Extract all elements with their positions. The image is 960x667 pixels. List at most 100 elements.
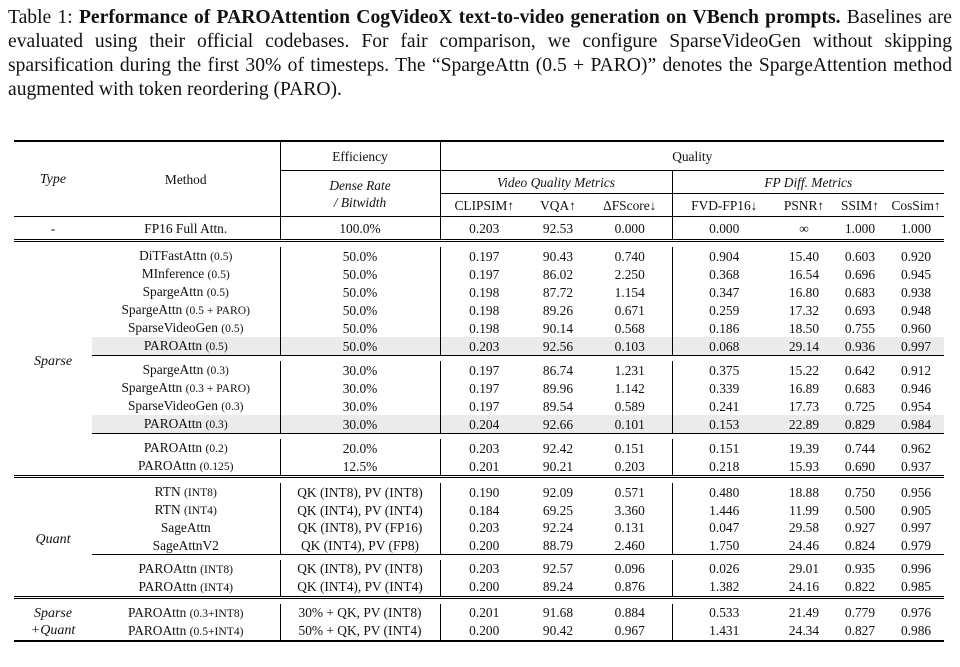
fvd-cell: 0.480 — [671, 483, 776, 501]
psnr-cell: 22.89 — [776, 415, 832, 434]
table-row: PAROAttn (INT8) QK (INT8), PV (INT8) 0.203… — [14, 559, 944, 578]
ssim-cell: 0.827 — [844, 623, 876, 639]
table-row: SageAttn QK (INT8), PV (FP16) 0.203 92.24 0.… — [14, 519, 944, 537]
psnr-cell: 16.54 — [788, 266, 820, 282]
vqa-cell: 89.24 — [542, 579, 574, 595]
psnr-cell: 29.58 — [788, 520, 820, 536]
header-efficiency: Efficiency — [279, 141, 440, 171]
cossim-cell: 0.956 — [900, 484, 932, 500]
dfscore-cell: 1.154 — [614, 284, 645, 300]
header-clipsim: CLIPSIM↑ — [439, 193, 528, 217]
method-cell: PAROAttn (INT4) — [92, 578, 280, 598]
method-name: PAROAttn — [143, 440, 203, 455]
header-bitwidth-line2: / Bitwidth — [333, 194, 387, 210]
method-cell: SageAttn — [92, 519, 280, 536]
header-dense-rate: Dense Rate / Bitwidth — [279, 170, 440, 217]
clipsim-cell: 0.198 — [439, 283, 528, 301]
method-cell: PAROAttn (0.3+INT8) — [92, 604, 280, 622]
psnr-cell: 15.93 — [788, 458, 820, 474]
quant-section: Quant RTN (INT8) QK (INT8), PV (INT8) 0.190… — [14, 476, 945, 598]
method-cell: PAROAttn (0.3) — [92, 415, 280, 434]
clipsim-cell: 0.200 — [439, 621, 528, 641]
cossim-cell: 0.996 — [900, 561, 932, 577]
cossim-cell: 0.997 — [900, 520, 932, 536]
efficiency-cell: 30.0% — [279, 379, 440, 397]
table-row: SpargeAttn (0.3) 30.0% 0.197 86.74 1.231 0.37… — [14, 361, 944, 379]
method-name: MInference — [141, 266, 205, 281]
table-row: PAROAttn (0.2) 20.0% 0.203 92.42 0.151 0.151 1… — [14, 439, 944, 457]
clipsim-cell: 0.197 — [439, 247, 528, 265]
method-name: DiTFastAttn — [139, 248, 207, 263]
vqa-cell: 89.26 — [542, 302, 574, 318]
clipsim-cell: 0.190 — [439, 483, 528, 501]
vqa-cell: 89.54 — [542, 398, 574, 414]
fvd-cell: 1.382 — [671, 577, 776, 598]
ssim-cell: 0.829 — [832, 415, 888, 434]
cossim-cell: 0.948 — [900, 302, 932, 318]
cossim-cell: 0.997 — [888, 337, 945, 356]
method-name: RTN — [154, 502, 181, 517]
cossim-cell: 0.976 — [900, 605, 932, 621]
row-gap — [14, 476, 945, 484]
table-row: SparseVideoGen (0.5) 50.0% 0.198 90.14 0.568… — [14, 319, 944, 337]
vqa-cell: 69.25 — [542, 502, 574, 518]
header-dense-rate-line1: Dense Rate — [329, 177, 391, 193]
table-row: PAROAttn (0.3) 30.0% 0.204 92.66 0.101 0.153 2… — [14, 415, 945, 434]
ssim-cell: 1.000 — [844, 220, 876, 236]
table-row: SparseVideoGen (0.3) 30.0% 0.197 89.54 0.589… — [14, 397, 944, 415]
fvd-cell: 0.368 — [671, 265, 776, 283]
psnr-cell: 11.99 — [789, 502, 819, 518]
efficiency-cell: 50.0% — [279, 283, 440, 301]
efficiency-cell: QK (INT4), PV (FP8) — [279, 536, 440, 555]
method-cell: RTN (INT8) — [92, 483, 280, 501]
clipsim-cell: 0.203 — [439, 337, 528, 356]
header-quality: Quality — [439, 141, 945, 171]
clipsim-cell: 0.200 — [439, 577, 528, 598]
method-arg: (INT4) — [200, 580, 233, 594]
method-cell: PAROAttn (INT8) — [92, 560, 280, 578]
type-label: Sparse +Quant — [14, 604, 92, 641]
caption-title: Performance of PAROAttention CogVideoX t… — [78, 7, 841, 28]
fvd-cell: 0.339 — [671, 379, 776, 397]
efficiency-cell: 100.0% — [279, 216, 440, 241]
method-arg: (INT4) — [184, 504, 217, 517]
method-arg: (0.5) — [221, 322, 244, 335]
method-cell: PAROAttn (0.5) — [92, 337, 280, 356]
efficiency-cell: 50.0% — [279, 247, 440, 265]
method-arg: (0.3) — [205, 418, 228, 431]
ssim-cell: 0.725 — [844, 398, 876, 414]
dfscore-cell: 0.151 — [614, 440, 645, 456]
ssim-cell: 0.927 — [844, 520, 876, 536]
efficiency-cell: 50.0% — [279, 319, 440, 337]
fvd-cell: 0.241 — [671, 397, 776, 415]
fvd-cell: 1.431 — [671, 621, 776, 641]
sparse-quant-section: Sparse +Quant PAROAttn (0.3+INT8) 30% + QK,… — [14, 597, 945, 641]
method-cell: MInference (0.5) — [92, 265, 280, 283]
dfscore-cell: 0.101 — [588, 415, 672, 434]
efficiency-cell: 30% + QK, PV (INT8) — [279, 603, 440, 622]
dfscore-cell: 0.571 — [614, 484, 645, 500]
table-row: PAROAttn (INT4) QK (INT4), PV (INT4) 0.200… — [14, 577, 944, 598]
method-cell: PAROAttn (0.125) — [92, 457, 280, 477]
vqa-cell: 92.53 — [542, 220, 574, 236]
header-method: Method — [164, 171, 207, 187]
vqa-cell: 89.96 — [542, 380, 574, 396]
dfscore-cell: 0.876 — [614, 579, 645, 595]
table-row: RTN (INT4) QK (INT4), PV (INT4) 0.184 69.25… — [14, 501, 944, 519]
dfscore-cell: 0.740 — [614, 248, 645, 264]
psnr-cell: 29.14 — [776, 337, 832, 356]
method-arg: (0.5) — [210, 250, 233, 263]
method-arg: (INT8) — [200, 562, 233, 576]
vqa-cell: 90.42 — [542, 623, 574, 639]
clipsim-cell: 0.204 — [439, 415, 528, 434]
cossim-cell: 0.905 — [900, 502, 932, 518]
type-label-line2: +Quant — [30, 622, 76, 638]
cossim-cell: 0.946 — [900, 380, 932, 396]
method-arg: (0.125) — [199, 460, 234, 473]
cossim-cell: 0.954 — [900, 398, 932, 414]
method-cell: SpargeAttn (0.3 + PARO) — [92, 379, 280, 397]
psnr-cell: 24.34 — [788, 623, 820, 639]
cossim-cell: 0.937 — [900, 458, 932, 474]
ssim-cell: 0.824 — [844, 537, 876, 553]
method-name: PAROAttn — [127, 622, 187, 638]
